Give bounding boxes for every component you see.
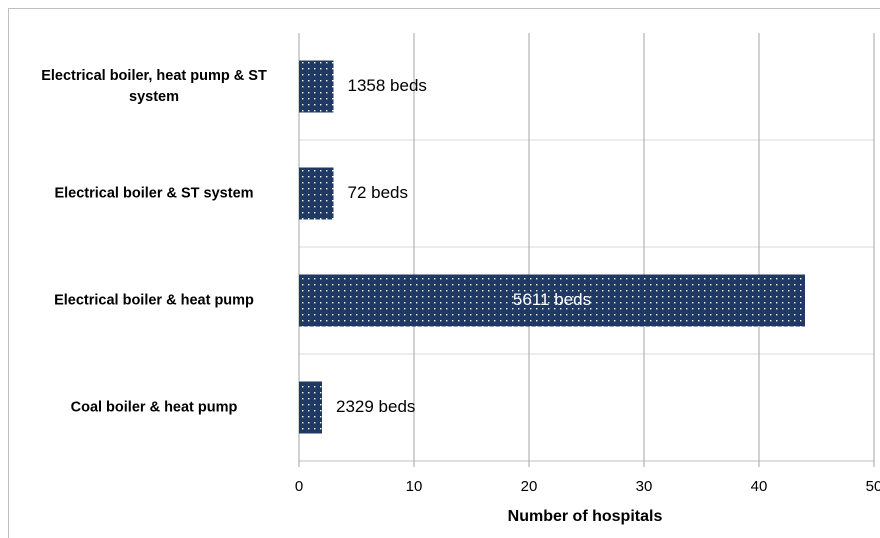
x-tick-label: 10 xyxy=(406,478,423,495)
bar xyxy=(299,60,334,113)
bar xyxy=(299,274,805,327)
bar-annotation: 2329 beds xyxy=(336,397,415,416)
y-tick-label: Coal boiler & heat pump xyxy=(71,399,238,415)
y-tick-label: Electrical boiler & ST system xyxy=(54,185,253,201)
bar-annotation: 1358 beds xyxy=(348,76,427,95)
x-tick-label: 40 xyxy=(751,478,768,495)
x-tick-label: 30 xyxy=(636,478,653,495)
bar xyxy=(299,381,322,434)
x-tick-label: 20 xyxy=(521,478,538,495)
x-tick-label: 50 xyxy=(866,478,880,495)
bar xyxy=(299,167,334,220)
y-tick-label: Electrical boiler & heat pump xyxy=(54,292,254,308)
y-tick-label: Electrical boiler, heat pump & ST system xyxy=(41,68,267,105)
x-tick-label: 0 xyxy=(295,478,303,495)
bar-annotation: 72 beds xyxy=(348,183,409,202)
chart-border xyxy=(8,8,880,538)
x-axis-title: Number of hospitals xyxy=(508,508,663,525)
bar-annotation: 5611 beds xyxy=(513,290,591,309)
